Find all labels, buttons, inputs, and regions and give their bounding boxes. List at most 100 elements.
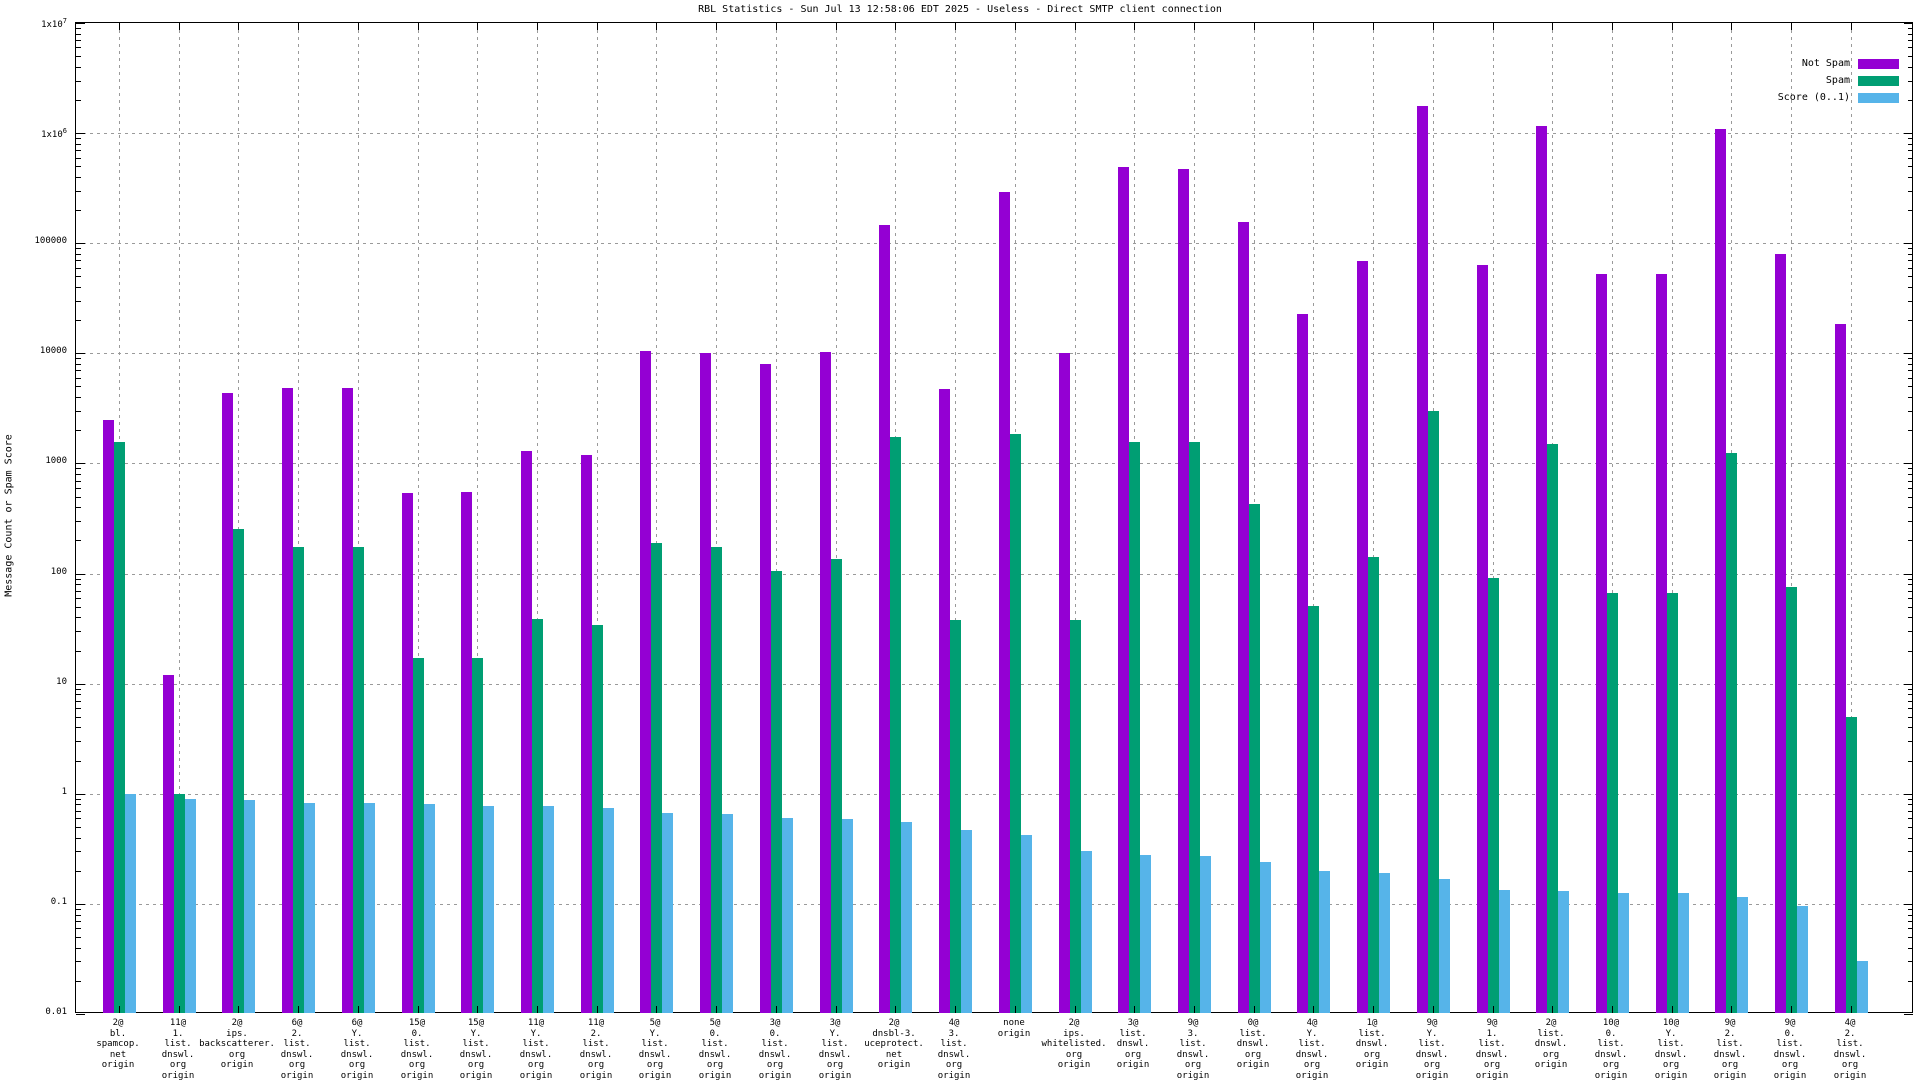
y-axis-minor-tick: [1908, 584, 1913, 585]
bar-spam: [232, 528, 244, 1013]
y-axis-minor-tick: [76, 584, 81, 585]
x-tick-label-line: list.: [343, 1039, 371, 1049]
y-axis-minor-tick: [1908, 67, 1913, 68]
bar-not-spam: [1296, 313, 1308, 1013]
x-tick-label-line: Y.: [649, 1028, 661, 1039]
y-axis-minor-tick: [76, 100, 81, 101]
x-axis-tick: [1851, 23, 1852, 30]
v-gridline: [1672, 23, 1673, 1012]
y-axis-tick: [1904, 684, 1913, 685]
x-tick-label-line: org: [1662, 1060, 1680, 1070]
y-axis-minor-tick: [76, 301, 81, 302]
x-axis-tick: [955, 1006, 956, 1013]
y-axis-minor-tick: [1908, 488, 1913, 489]
y-axis-minor-tick: [1908, 948, 1913, 949]
v-gridline: [179, 23, 180, 1012]
x-tick-label-line: dnswl.: [1415, 1049, 1449, 1060]
v-gridline: [1493, 23, 1494, 1012]
y-axis-minor-tick: [76, 481, 81, 482]
y-axis-minor-tick: [1908, 100, 1913, 101]
x-tick-label-line: Y.: [1306, 1028, 1318, 1039]
x-tick-label-line: 10@: [1662, 1018, 1680, 1028]
h-gridline: [76, 463, 1912, 464]
x-tick-label-line: org: [1542, 1049, 1560, 1060]
x-tick-label-line: 4@: [1844, 1018, 1856, 1028]
x-tick-label-line: 0.: [1605, 1028, 1617, 1039]
v-gridline: [716, 23, 717, 1012]
x-tick-label-line: org: [1124, 1049, 1142, 1060]
bar-score: [243, 799, 255, 1013]
y-axis-minor-tick: [76, 47, 81, 48]
x-tick-label-line: Y.: [829, 1028, 841, 1039]
y-axis-minor-tick: [76, 871, 81, 872]
x-tick-label-line: org: [1423, 1060, 1441, 1070]
y-axis-tick: [1904, 463, 1913, 464]
y-axis-minor-tick: [76, 631, 81, 632]
x-tick-label-line: dnswl.: [1236, 1039, 1270, 1049]
bar-spam: [830, 559, 842, 1013]
bar-not-spam: [1774, 253, 1786, 1013]
x-tick-label: 2@ ips. backscatterer. org origin: [182, 1018, 292, 1071]
x-tick-label-line: origin: [161, 1070, 195, 1080]
y-axis-minor-tick: [76, 981, 81, 982]
x-axis-tick: [477, 1006, 478, 1013]
y-axis-minor-tick: [76, 818, 81, 819]
x-tick-label-line: 15@: [467, 1018, 485, 1028]
y-axis-minor-tick: [76, 254, 81, 255]
x-tick-label-line: list.: [1179, 1039, 1207, 1049]
y-axis-minor-tick: [76, 166, 81, 167]
y-axis-minor-tick: [76, 28, 81, 29]
x-tick-label-line: dnswl.: [340, 1049, 374, 1060]
x-axis-tick: [358, 23, 359, 30]
y-axis-minor-tick: [76, 694, 81, 695]
x-axis-tick: [1791, 1006, 1792, 1013]
x-tick-label-line: origin: [1773, 1070, 1807, 1080]
h-gridline: [76, 133, 1912, 134]
x-axis-tick: [895, 23, 896, 30]
bar-spam: [1487, 577, 1499, 1013]
bar-not-spam: [1416, 106, 1428, 1013]
y-axis-minor-tick: [1908, 827, 1913, 828]
x-axis-tick: [1015, 23, 1016, 30]
x-tick-label-line: none: [1003, 1018, 1025, 1028]
x-axis-tick: [1134, 23, 1135, 30]
x-tick-label: 9@ 2. list. dnswl. org origin: [1675, 1018, 1785, 1080]
bar-spam: [1606, 593, 1618, 1013]
y-axis-minor-tick: [76, 210, 81, 211]
x-tick-label-line: list.: [1537, 1028, 1565, 1039]
y-axis-minor-tick: [76, 364, 81, 365]
bar-not-spam: [460, 492, 472, 1013]
y-axis-minor-tick: [1908, 248, 1913, 249]
y-axis-minor-tick: [76, 761, 81, 762]
bar-score: [841, 819, 853, 1013]
bar-score: [124, 793, 136, 1013]
x-tick-label-line: list.: [1298, 1039, 1326, 1049]
x-tick-label-line: 2.: [1844, 1028, 1856, 1039]
bar-not-spam: [102, 419, 114, 1013]
x-axis-tick: [656, 1006, 657, 1013]
y-axis-minor-tick: [1908, 34, 1913, 35]
x-tick-label: 3@ list. dnswl. org origin: [1078, 1018, 1188, 1071]
x-axis-tick: [1493, 23, 1494, 30]
x-tick-label-line: dnswl.: [1355, 1039, 1389, 1049]
bar-not-spam: [699, 353, 711, 1013]
x-tick-label: 2@ dnsbl-3. uceprotect. net origin: [839, 1018, 949, 1071]
x-tick-label-line: origin: [1236, 1060, 1270, 1070]
x-tick-label-line: ips.: [226, 1028, 248, 1039]
x-tick-label-line: 4@: [1306, 1018, 1318, 1028]
bar-spam: [1725, 452, 1737, 1013]
bar-not-spam: [1237, 222, 1249, 1013]
y-axis-minor-tick: [1908, 838, 1913, 839]
x-tick-label-line: 2@: [1068, 1018, 1080, 1028]
x-axis-tick: [895, 1006, 896, 1013]
bar-spam: [1009, 434, 1021, 1013]
x-tick-label-line: 2@: [1545, 1018, 1557, 1028]
x-tick-label-line: spamcop.: [96, 1039, 140, 1049]
x-axis-tick: [1313, 1006, 1314, 1013]
bar-not-spam: [1356, 260, 1368, 1013]
y-axis-minor-tick: [1908, 631, 1913, 632]
bar-spam: [1666, 593, 1678, 1013]
y-axis-minor-tick: [1908, 144, 1913, 145]
bar-score: [1557, 891, 1569, 1013]
bar-not-spam: [639, 351, 651, 1013]
